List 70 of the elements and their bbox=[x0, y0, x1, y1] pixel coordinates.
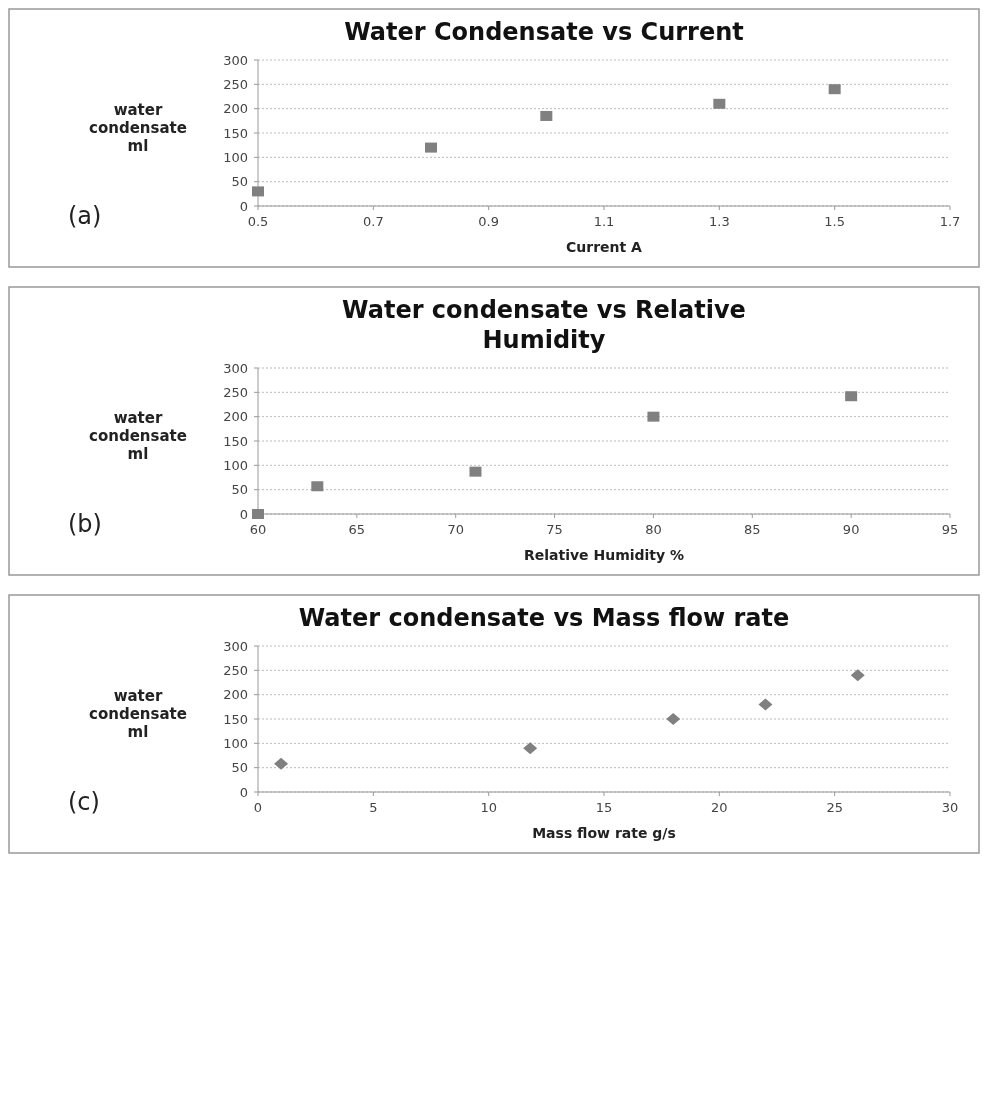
x-tick-label: 1.5 bbox=[824, 214, 846, 229]
point bbox=[469, 466, 482, 477]
y-tick-label: 0 bbox=[239, 784, 248, 800]
x-tick-label: 25 bbox=[826, 800, 843, 815]
y-tick-label: 50 bbox=[231, 760, 248, 776]
x-tick-label: 1.3 bbox=[708, 214, 730, 229]
x-tick-label: 95 bbox=[941, 522, 959, 537]
x-tick-label: 65 bbox=[348, 522, 366, 537]
chart-title: Water condensate vs Mass flow rate bbox=[298, 604, 790, 632]
x-tick-label: 0 bbox=[253, 800, 263, 815]
point bbox=[713, 98, 726, 109]
y-tick-label: 200 bbox=[223, 101, 248, 117]
point bbox=[666, 713, 681, 725]
y-tick-label: 0 bbox=[239, 198, 248, 214]
x-tick-label: 1.7 bbox=[939, 214, 961, 229]
x-tick-label: 0.5 bbox=[247, 214, 269, 229]
x-tick-label: 70 bbox=[447, 522, 464, 537]
point bbox=[845, 391, 858, 402]
x-tick-label: 75 bbox=[546, 522, 563, 537]
text: (a) bbox=[68, 202, 102, 230]
x-axis-title: Relative Humidity % bbox=[523, 547, 685, 563]
point bbox=[274, 757, 289, 770]
y-tick-label: 250 bbox=[223, 384, 248, 400]
y-tick-label: 50 bbox=[231, 174, 248, 190]
y-tick-label: 200 bbox=[223, 409, 248, 425]
y-tick-label: 100 bbox=[223, 735, 248, 751]
x-tick-label: 60 bbox=[249, 522, 267, 537]
point bbox=[647, 411, 660, 422]
x-axis-title: Mass flow rate g/s bbox=[532, 825, 676, 841]
x-tick-label: 10 bbox=[480, 800, 497, 815]
x-tick-label: 90 bbox=[842, 522, 860, 537]
point bbox=[828, 84, 841, 95]
point bbox=[758, 698, 773, 711]
y-tick-label: 300 bbox=[223, 360, 248, 376]
y-axis-title: water condensate ml bbox=[89, 687, 187, 741]
point bbox=[850, 669, 865, 682]
text: (b) bbox=[68, 510, 102, 538]
y-axis-title: water condensate ml bbox=[89, 101, 187, 155]
x-tick-label: 80 bbox=[645, 522, 662, 537]
y-tick-label: 250 bbox=[223, 662, 248, 678]
x-tick-label: 0.9 bbox=[478, 214, 500, 229]
x-tick-label: 15 bbox=[595, 800, 613, 815]
y-tick-label: 100 bbox=[223, 457, 248, 473]
x-tick-label: 85 bbox=[744, 522, 761, 537]
y-tick-label: 150 bbox=[223, 125, 248, 141]
text: (c) bbox=[68, 788, 100, 816]
y-tick-label: 100 bbox=[223, 149, 248, 165]
x-axis-title: Current A bbox=[566, 239, 643, 255]
y-tick-label: 250 bbox=[223, 76, 248, 92]
y-tick-label: 200 bbox=[223, 687, 248, 703]
x-tick-label: 0.7 bbox=[362, 214, 384, 229]
point bbox=[425, 142, 437, 153]
x-tick-label: 5 bbox=[369, 800, 378, 815]
x-tick-label: 30 bbox=[941, 800, 959, 815]
point bbox=[252, 186, 264, 197]
chart-title: Water Condensate vs Current bbox=[344, 18, 744, 46]
y-tick-label: 50 bbox=[231, 482, 248, 498]
point bbox=[540, 110, 553, 121]
y-axis-title: water condensate ml bbox=[89, 409, 187, 463]
y-tick-label: 300 bbox=[223, 638, 248, 654]
x-tick-label: 20 bbox=[711, 800, 728, 815]
y-tick-label: 0 bbox=[239, 506, 248, 522]
point bbox=[311, 481, 324, 492]
point bbox=[252, 509, 264, 519]
y-tick-label: 150 bbox=[223, 711, 248, 727]
y-tick-label: 150 bbox=[223, 433, 248, 449]
x-tick-label: 1.1 bbox=[593, 214, 615, 229]
y-tick-label: 300 bbox=[223, 52, 248, 68]
chart-title: Water condensate vs Relative Humidity bbox=[342, 296, 746, 354]
point bbox=[523, 742, 538, 755]
